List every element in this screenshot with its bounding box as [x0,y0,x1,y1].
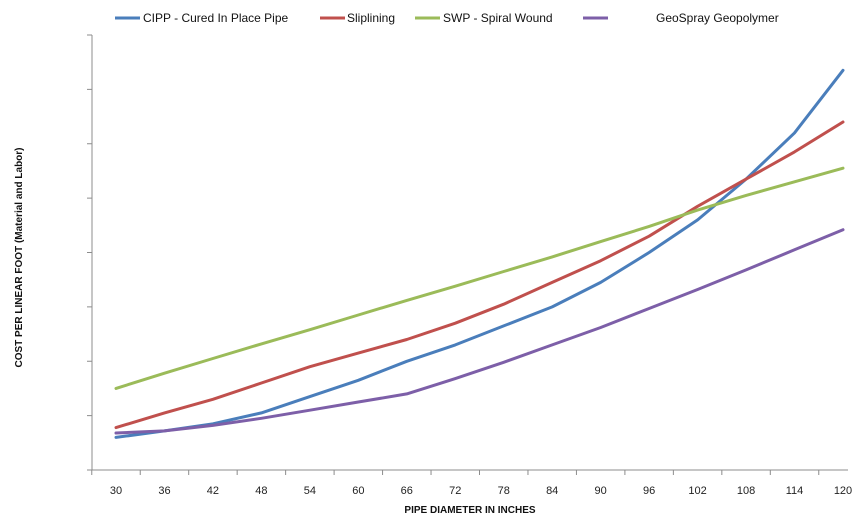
x-tick-label: 120 [834,485,852,497]
x-tick-label: 114 [786,485,804,497]
x-tick-label: 72 [449,485,461,497]
x-tick-label: 48 [255,485,267,497]
x-tick-label: 90 [595,485,607,497]
series-line-geospray-geopolymer [114,228,845,435]
x-tick-label: 54 [304,485,316,497]
x-tick-label: 108 [737,485,755,497]
x-tick-label: 84 [546,485,558,497]
x-axis-title: PIPE DIAMETER IN INCHES [404,505,535,516]
x-axis: 30 36 42 48 54 60 66 72 78 84 90 96 102 108 114 120 [91,469,852,497]
legend-label: GeoSpray Geopolymer [656,11,779,25]
series-line-sliplining [114,120,845,430]
x-tick-label: 102 [688,485,706,497]
legend-label: SWP - Spiral Wound [443,11,553,25]
x-tick-label: 42 [207,485,219,497]
x-tick-label: 60 [352,485,364,497]
series-line-swp-spiral-wound [114,166,845,390]
x-tick-label: 66 [401,485,413,497]
legend: CIPP - Cured In Place Pipe Sliplining SWP … [115,11,779,25]
x-tick-label: 30 [110,485,122,497]
y-axis [87,34,93,471]
series-line-cipp-cured-in-place-pipe [114,68,845,439]
x-tick-label: 96 [643,485,655,497]
x-tick-label: 78 [498,485,510,497]
series-layer [114,68,845,439]
legend-label: Sliplining [347,11,395,25]
y-axis-title: COST PER LINEAR FOOT (Material and Labor… [14,147,25,367]
legend-label: CIPP - Cured In Place Pipe [143,11,289,25]
x-tick-label: 36 [158,485,170,497]
